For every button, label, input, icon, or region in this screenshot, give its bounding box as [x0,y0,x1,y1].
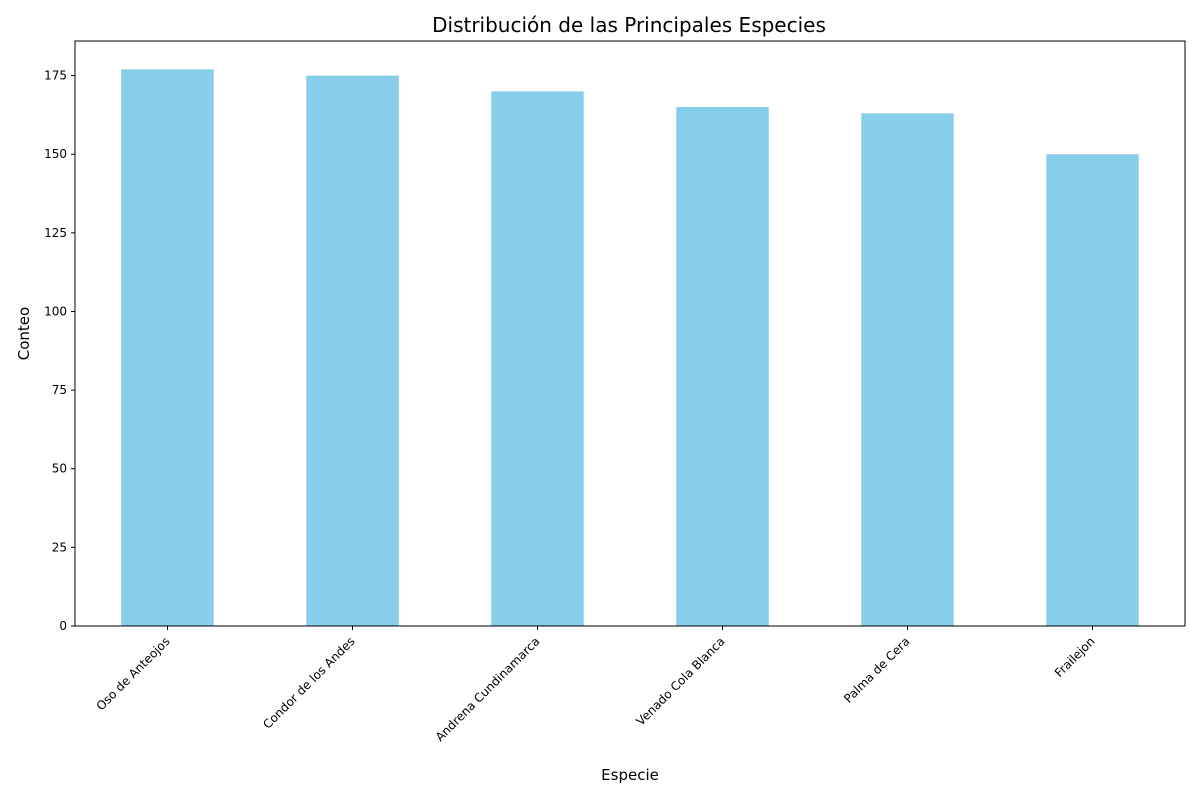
y-axis-label: Conteo [15,307,33,360]
y-tick-label-3: 75 [52,383,67,397]
x-tick-label-2: Andrena Cundinamarca [433,634,543,744]
bar-5 [1046,154,1139,626]
bar-1 [306,75,399,626]
bar-4 [861,113,954,627]
bars-layer [121,69,1139,627]
y-tick-label-7: 175 [44,69,67,83]
x-tick-label-5: Frailejon [1052,634,1098,680]
bar-2 [491,91,584,627]
x-axis: Oso de Anteojos Condor de los Andes Andren… [94,626,1098,744]
bar-3 [676,107,769,626]
y-tick-label-6: 150 [44,147,67,161]
chart-title: Distribución de las Principales Especies [432,13,826,37]
y-tick-label-4: 100 [44,304,67,318]
x-tick-label-3: Venado Cola Blanca [634,634,728,728]
plot-area-frame [74,40,1186,627]
y-axis: 0 25 50 75 100 125 150 175 [44,69,75,633]
y-tick-label-0: 0 [59,619,67,633]
x-axis-label: Especie [601,766,659,784]
y-tick-label-5: 125 [44,226,67,240]
x-tick-label-4: Palma de Cera [841,634,912,705]
x-tick-label-0: Oso de Anteojos [94,634,173,713]
x-tick-label-1: Condor de los Andes [260,634,357,731]
y-tick-label-2: 50 [52,462,67,476]
bar-0 [121,69,214,626]
y-tick-label-1: 25 [52,540,67,554]
